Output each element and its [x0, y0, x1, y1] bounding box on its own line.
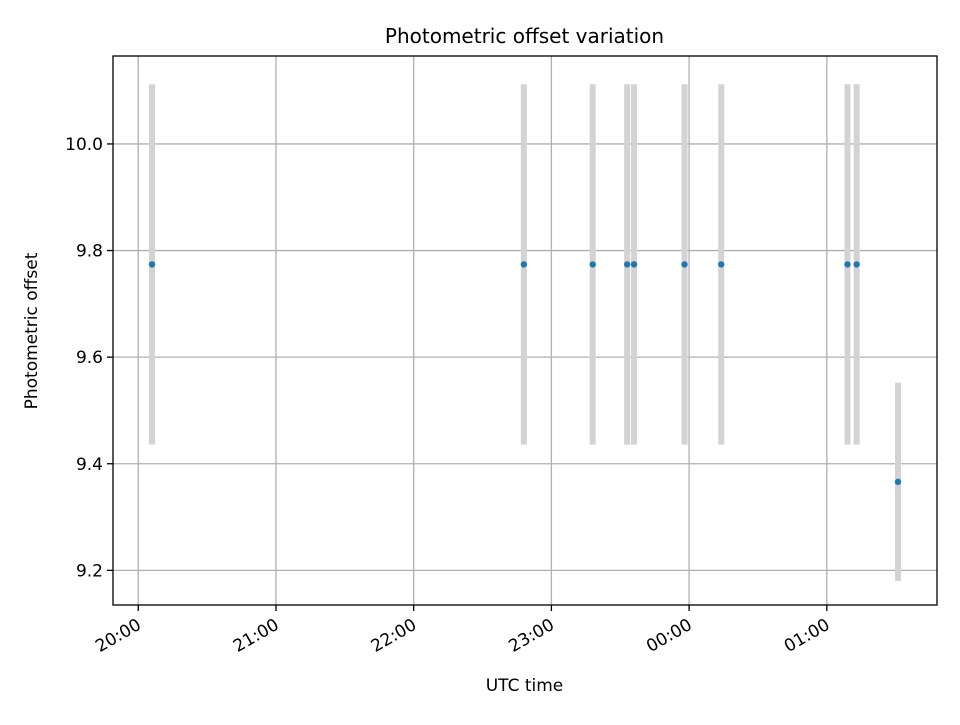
x-tick-label: 01:00 [781, 615, 833, 657]
y-tick-label: 9.4 [76, 455, 103, 475]
data-point [718, 261, 725, 268]
y-tick-label: 9.8 [76, 242, 103, 262]
data-point [853, 261, 860, 268]
x-axis-label: UTC time [486, 676, 564, 696]
y-tick-label: 9.2 [76, 561, 103, 581]
plot-frame [112, 55, 938, 606]
x-tick-label: 22:00 [368, 615, 420, 657]
y-tick-label: 9.6 [76, 348, 103, 368]
x-tick-label: 23:00 [505, 615, 557, 657]
data-point [623, 261, 631, 268]
data-point [148, 261, 156, 268]
x-tick-label: 21:00 [230, 615, 282, 657]
data-point [894, 478, 902, 486]
data-point [520, 261, 528, 268]
data-point [844, 261, 851, 268]
error-bars [149, 84, 901, 582]
y-axis-label: Photometric offset [22, 252, 42, 409]
y-tick-label: 10.0 [65, 135, 103, 155]
x-tick-label: 00:00 [643, 615, 695, 657]
data-point [681, 261, 688, 268]
axis-ticks: 20:00 21:00 22:00 23:00 00:00 01:00 9.2 9.4 9.6 9… [65, 135, 833, 657]
data-points [148, 261, 902, 486]
x-tick-label: 20:00 [92, 615, 144, 657]
chart-title: Photometric offset variation [385, 24, 664, 48]
data-point [630, 261, 638, 268]
data-point [589, 261, 596, 268]
